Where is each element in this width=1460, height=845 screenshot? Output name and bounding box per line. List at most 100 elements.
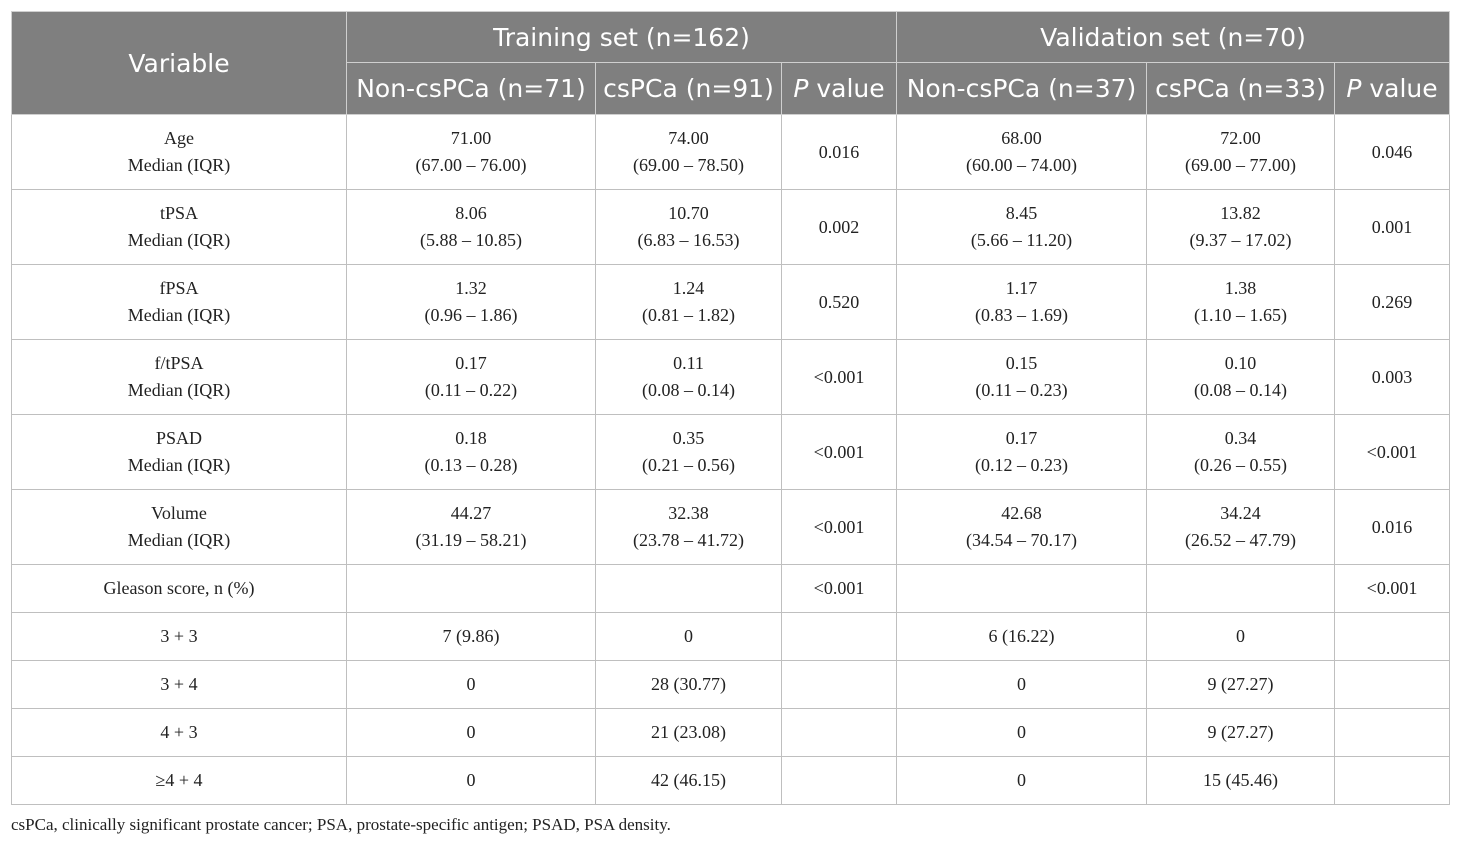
train-non-cell: 44.27 (31.19 – 58.21) [346,489,596,565]
train-p-value-header: P value [781,62,897,115]
median: 0.18 [455,428,487,448]
train-non-cell: 0 [346,756,596,805]
val-cs-cell: 15 (45.46) [1146,756,1335,805]
iqr: (69.00 – 77.00) [1185,155,1296,175]
val-p-cell: 0.016 [1334,489,1450,565]
val-non-cspca-header: Non-csPCa (n=37) [896,62,1147,115]
median: 1.32 [455,278,487,298]
p-value-word: value [808,74,885,103]
iqr: (0.08 – 0.14) [1194,380,1287,400]
iqr: (9.37 – 17.02) [1189,230,1292,250]
iqr: (0.81 – 1.82) [642,305,735,325]
iqr: (0.83 – 1.69) [975,305,1068,325]
variable-cell: 4 + 3 [11,708,347,757]
table-row: ≥4 + 4 0 42 (46.15) 0 15 (45.46) [11,756,1450,805]
iqr: (6.83 – 16.53) [637,230,740,250]
val-non-cell: 42.68 (34.54 – 70.17) [896,489,1147,565]
val-non-cell: 0.15 (0.11 – 0.23) [896,339,1147,415]
median: 8.45 [1005,203,1038,223]
table-row: 3 + 3 7 (9.86) 0 6 (16.22) 0 [11,612,1450,661]
val-cs-cell: 0.10 (0.08 – 0.14) [1146,339,1335,415]
median: 74.00 [668,128,709,148]
val-cs-cell: 9 (27.27) [1146,660,1335,709]
train-p-cell: <0.001 [781,564,897,613]
val-p-cell: <0.001 [1334,564,1450,613]
val-p-value-header: P value [1334,62,1450,115]
variable-cell: PSAD Median (IQR) [11,414,347,490]
variable-cell: Age Median (IQR) [11,114,347,190]
train-p-cell [781,612,897,661]
iqr: (23.78 – 41.72) [633,530,744,550]
variable-stat: Median (IQR) [127,380,231,400]
train-cs-cell: 0 [595,612,782,661]
val-p-cell: 0.001 [1334,189,1450,265]
train-non-cell: 0.18 (0.13 – 0.28) [346,414,596,490]
median: 34.24 [1220,503,1261,523]
train-p-cell [781,660,897,709]
val-non-cell: 0 [896,660,1147,709]
val-non-cell: 6 (16.22) [896,612,1147,661]
median: 0.35 [672,428,705,448]
median: 8.06 [455,203,487,223]
variable-name: Volume [151,503,207,523]
iqr: (0.26 – 0.55) [1194,455,1287,475]
iqr: (0.11 – 0.22) [424,380,518,400]
iqr: (69.00 – 78.50) [633,155,744,175]
iqr: (0.13 – 0.28) [424,455,518,475]
variable-name: PSAD [155,428,203,448]
val-cs-cell: 72.00 (69.00 – 77.00) [1146,114,1335,190]
median: 68.00 [1001,128,1042,148]
table-row: PSAD Median (IQR) 0.18 (0.13 – 0.28) 0.35 (… [11,414,1450,490]
train-non-cell [346,564,596,613]
variable-cell: 3 + 3 [11,612,347,661]
variable-name: fPSA [159,278,199,298]
variable-stat: Median (IQR) [127,530,231,550]
median: 0.15 [1005,353,1038,373]
p-value-word: value [1361,74,1438,103]
val-cs-cell [1146,564,1335,613]
variable-cell: Volume Median (IQR) [11,489,347,565]
train-p-cell: <0.001 [781,339,897,415]
val-cs-cell: 0.34 (0.26 – 0.55) [1146,414,1335,490]
median: 0.34 [1224,428,1257,448]
median: 44.27 [450,503,492,523]
train-cs-cell: 0.35 (0.21 – 0.56) [595,414,782,490]
iqr: (31.19 – 58.21) [415,530,527,550]
table-row: 3 + 4 0 28 (30.77) 0 9 (27.27) [11,660,1450,709]
table-row: tPSA Median (IQR) 8.06 (5.88 – 10.85) 10.7… [11,189,1450,265]
val-p-cell: <0.001 [1334,414,1450,490]
train-cs-cell: 0.11 (0.08 – 0.14) [595,339,782,415]
iqr: (34.54 – 70.17) [966,530,1077,550]
variable-cell: Gleason score, n (%) [11,564,347,613]
variable-cell: 3 + 4 [11,660,347,709]
table-footnote: csPCa, clinically significant prostate c… [11,815,671,834]
train-cspca-header: csPCa (n=91) [595,62,782,115]
val-cs-cell: 1.38 (1.10 – 1.65) [1146,264,1335,340]
table-row: Gleason score, n (%) <0.001 <0.001 [11,564,1450,613]
val-non-cell: 0.17 (0.12 – 0.23) [896,414,1147,490]
median: 71.00 [450,128,492,148]
variable-cell: f/tPSA Median (IQR) [11,339,347,415]
variable-name: Age [164,128,194,148]
val-cspca-header: csPCa (n=33) [1146,62,1335,115]
table-header: Variable Training set (n=162) Validation… [11,11,1450,115]
train-cs-cell: 28 (30.77) [595,660,782,709]
train-cs-cell: 1.24 (0.81 – 1.82) [595,264,782,340]
val-p-cell [1334,660,1450,709]
train-non-cspca-header: Non-csPCa (n=71) [346,62,596,115]
table-row: fPSA Median (IQR) 1.32 (0.96 – 1.86) 1.24 (… [11,264,1450,340]
iqr: (26.52 – 47.79) [1185,530,1296,550]
val-p-cell: 0.046 [1334,114,1450,190]
variable-stat: Median (IQR) [127,155,231,175]
train-non-cell: 71.00 (67.00 – 76.00) [346,114,596,190]
iqr: (67.00 – 76.00) [415,155,527,175]
train-p-cell: 0.016 [781,114,897,190]
val-non-cell: 1.17 (0.83 – 1.69) [896,264,1147,340]
iqr: (1.10 – 1.65) [1194,305,1287,325]
val-non-cell: 0 [896,708,1147,757]
val-cs-cell: 0 [1146,612,1335,661]
p-symbol: P [1346,74,1362,103]
median: 0.10 [1224,353,1257,373]
table-body: Age Median (IQR) 71.00 (67.00 – 76.00) 74.… [11,114,1450,805]
variable-cell: tPSA Median (IQR) [11,189,347,265]
